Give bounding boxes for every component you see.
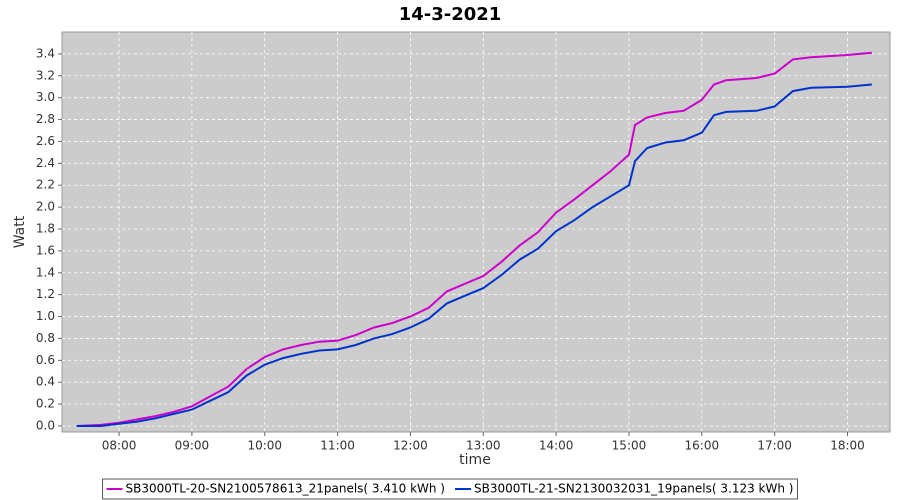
- y-tick-label: 2.0: [36, 200, 55, 214]
- y-tick-label: 2.4: [36, 156, 55, 170]
- y-tick-label: 3.0: [36, 90, 55, 104]
- x-tick-label: 18:00: [830, 439, 865, 453]
- y-tick-label: 1.6: [36, 243, 55, 257]
- legend: SB3000TL-20-SN2100578613_21panels( 3.410…: [102, 478, 798, 500]
- y-axis-label: Watt: [12, 215, 28, 248]
- y-tick-label: 0.6: [36, 353, 55, 367]
- chart-title: 14-3-2021: [399, 4, 502, 25]
- y-tick-label: 0.8: [36, 331, 55, 345]
- y-tick-label: 0.4: [36, 375, 55, 389]
- legend-label: SB3000TL-20-SN2100578613_21panels( 3.410…: [126, 482, 445, 496]
- y-tick-label: 1.8: [36, 221, 55, 235]
- x-tick-label: 17:00: [757, 439, 792, 453]
- x-tick-label: 11:00: [320, 439, 355, 453]
- x-tick-label: 08:00: [102, 439, 137, 453]
- y-tick-label: 1.0: [36, 309, 55, 323]
- x-tick-label: 16:00: [685, 439, 720, 453]
- series-line: [76, 83, 872, 427]
- y-tick-label: 3.4: [36, 46, 55, 60]
- y-tick-label: 3.2: [36, 68, 55, 82]
- legend-label: SB3000TL-21-SN2130032031_19panels( 3.123…: [474, 482, 793, 496]
- x-axis-label: time: [459, 452, 491, 468]
- x-tick-label: 14:00: [539, 439, 574, 453]
- y-tick-label: 2.2: [36, 178, 55, 192]
- x-tick-label: 09:00: [175, 439, 210, 453]
- y-tick-label: 0.2: [36, 397, 55, 411]
- y-tick-label: 1.4: [36, 265, 55, 279]
- x-tick-label: 12:00: [393, 439, 428, 453]
- plot-area: [61, 31, 891, 433]
- x-tick-label: 15:00: [612, 439, 647, 453]
- y-tick-label: 1.2: [36, 287, 55, 301]
- y-tick-label: 0.0: [36, 418, 55, 432]
- x-tick-label: 10:00: [247, 439, 282, 453]
- y-tick-label: 2.8: [36, 112, 55, 126]
- series-line: [76, 51, 872, 427]
- legend-box: [102, 478, 798, 500]
- x-tick-label: 13:00: [466, 439, 501, 453]
- y-tick-label: 2.6: [36, 134, 55, 148]
